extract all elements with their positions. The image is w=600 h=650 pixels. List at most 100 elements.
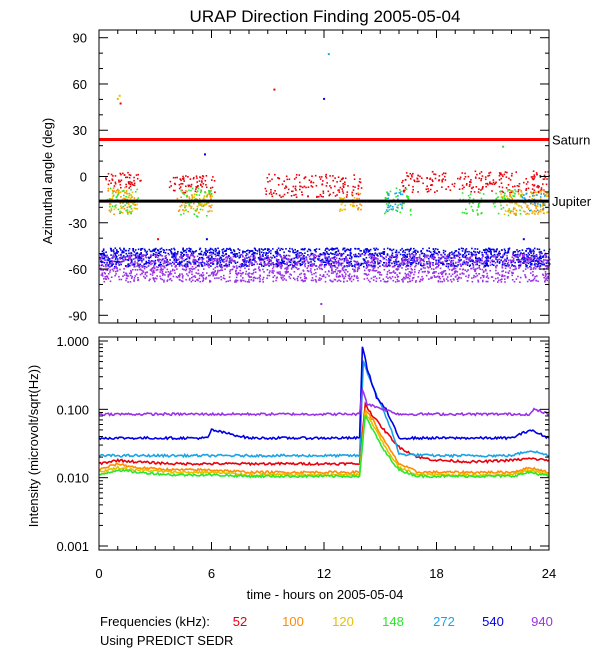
azimuth-point-940	[164, 274, 166, 276]
azimuth-point-540	[188, 247, 190, 250]
azimuth-point-540	[461, 250, 464, 252]
azimuth-point-940	[168, 278, 171, 281]
azimuth-point-540	[243, 250, 245, 253]
azimuth-point-540	[175, 253, 178, 255]
azimuth-point-272	[544, 195, 546, 197]
azimuth-point-940	[306, 267, 308, 269]
azimuth-point-52	[127, 171, 129, 174]
azimuth-point-540	[124, 256, 127, 258]
azimuth-point-940	[471, 255, 473, 258]
azimuth-point-940	[489, 264, 492, 266]
azimuth-point-540	[426, 261, 428, 263]
azimuth-point-148	[466, 212, 468, 215]
azimuth-point-120	[533, 212, 536, 215]
azimuth-point-940	[495, 266, 497, 269]
azimuth-point-940	[248, 263, 251, 265]
azimuth-point-540	[300, 248, 303, 251]
azimuth-point-52	[537, 191, 540, 194]
azimuth-point-148	[109, 187, 112, 190]
azimuth-point-940	[253, 276, 256, 279]
azimuth-point-940	[482, 276, 485, 279]
azimuth-point-148	[400, 190, 402, 193]
azimuth-point-540	[210, 265, 212, 267]
azimuth-point-100	[184, 189, 187, 192]
azimuth-point-540	[450, 265, 452, 267]
azimuth-point-52	[441, 180, 444, 183]
azimuth-point-940	[445, 255, 448, 258]
azimuth-point-540	[469, 264, 471, 266]
azimuth-point-540	[116, 255, 118, 258]
azimuth-point-52	[185, 185, 187, 188]
azimuth-point-540	[530, 260, 533, 262]
azimuth-point-940	[173, 269, 176, 272]
azimuth-point-940	[545, 259, 547, 261]
azimuth-point-940	[252, 273, 254, 275]
azimuth-point-120	[127, 203, 130, 205]
azimuth-point-120	[506, 190, 509, 193]
azimuth-point-148	[116, 188, 119, 191]
azimuth-point-540	[174, 251, 176, 254]
azimuth-point-540	[166, 264, 169, 266]
azimuth-point-940	[504, 278, 506, 280]
azimuth-point-540	[141, 260, 143, 262]
azimuth-point-940	[469, 256, 472, 258]
azimuth-point-52	[299, 181, 301, 184]
azimuth-point-540	[179, 262, 182, 265]
azimuth-point-940	[122, 275, 124, 277]
azimuth-point-52	[325, 185, 328, 187]
azimuth-point-940	[399, 262, 401, 265]
azimuth-point-540	[287, 264, 290, 267]
azimuth-point-540	[159, 248, 162, 250]
azimuth-outlier-540	[323, 97, 326, 100]
legend-item-540: 540	[482, 614, 504, 629]
azimuth-point-540	[390, 256, 393, 259]
azimuth-point-52	[310, 180, 313, 183]
azimuth-point-940	[369, 264, 371, 267]
azimuth-y-tick-label: 30	[73, 123, 87, 138]
azimuth-point-940	[142, 266, 144, 269]
azimuth-point-940	[504, 275, 506, 277]
azimuth-point-940	[466, 262, 468, 264]
azimuth-point-540	[154, 259, 157, 262]
azimuth-point-940	[165, 271, 167, 273]
azimuth-point-540	[162, 249, 165, 251]
azimuth-point-272	[521, 196, 524, 199]
azimuth-point-540	[218, 250, 221, 252]
azimuth-point-940	[116, 269, 119, 271]
azimuth-point-272	[532, 195, 534, 197]
azimuth-point-940	[244, 261, 247, 263]
azimuth-point-540	[494, 250, 497, 252]
azimuth-point-272	[534, 202, 536, 204]
azimuth-point-940	[232, 259, 235, 262]
azimuth-point-100	[113, 213, 115, 216]
azimuth-point-940	[192, 260, 194, 262]
azimuth-point-52	[133, 176, 135, 179]
azimuth-point-540	[180, 251, 182, 254]
azimuth-point-940	[277, 272, 279, 275]
azimuth-point-940	[234, 281, 236, 283]
azimuth-point-540	[144, 265, 146, 268]
azimuth-point-540	[435, 263, 437, 265]
azimuth-point-540	[346, 248, 349, 251]
azimuth-point-100	[509, 194, 512, 196]
azimuth-point-940	[304, 259, 306, 262]
azimuth-point-540	[486, 256, 488, 258]
azimuth-point-940	[169, 262, 171, 264]
azimuth-point-940	[532, 274, 534, 276]
azimuth-point-940	[388, 269, 390, 272]
azimuth-point-940	[333, 257, 335, 260]
azimuth-point-52	[284, 187, 286, 189]
azimuth-point-540	[280, 247, 283, 250]
azimuth-point-100	[134, 204, 136, 206]
azimuth-point-540	[140, 257, 143, 260]
azimuth-point-540	[148, 262, 151, 265]
azimuth-point-940	[252, 279, 255, 281]
azimuth-point-540	[533, 257, 536, 260]
azimuth-point-148	[389, 190, 392, 193]
azimuth-point-540	[167, 252, 170, 255]
azimuth-point-540	[120, 257, 123, 260]
azimuth-point-540	[206, 263, 208, 266]
azimuth-point-540	[475, 257, 477, 260]
azimuth-point-148	[500, 208, 503, 210]
azimuth-point-540	[517, 258, 520, 261]
